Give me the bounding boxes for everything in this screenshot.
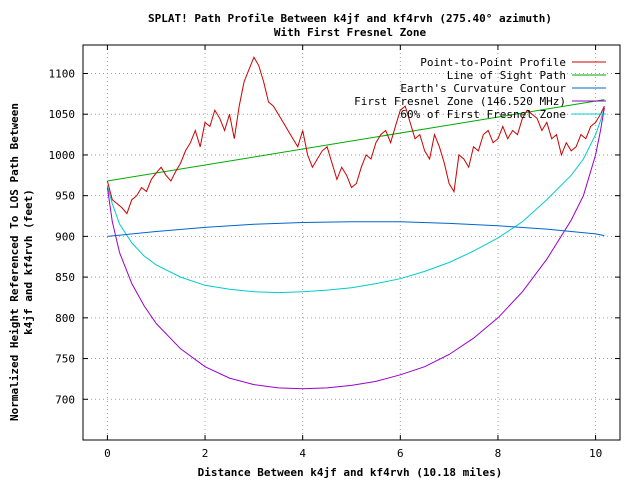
x-tick-label: 6 — [397, 447, 404, 460]
x-tick-label: 10 — [589, 447, 602, 460]
y-tick-label: 750 — [55, 353, 75, 366]
legend-label-3: First Fresnel Zone (146.520 MHz) — [354, 95, 566, 108]
y-tick-label: 950 — [55, 190, 75, 203]
x-tick-label: 4 — [299, 447, 306, 460]
series-line-3 — [106, 107, 605, 390]
grid — [83, 45, 620, 440]
plot-frame — [82, 44, 621, 441]
y-tick-label: 800 — [55, 312, 75, 325]
y-tick-label: 1050 — [49, 108, 76, 121]
series-line-2 — [107, 221, 605, 237]
chart-title: SPLAT! Path Profile Between k4jf and kf4… — [148, 12, 552, 25]
y-tick-label: 1000 — [49, 149, 76, 162]
x-tick-label: 0 — [104, 447, 111, 460]
y-axis-label-line2: k4jf and kf4rvh (feet) — [22, 189, 35, 335]
series-line-1 — [107, 99, 605, 182]
series-group — [106, 56, 605, 390]
series-line-4 — [106, 107, 605, 294]
y-tick-label: 900 — [55, 230, 75, 243]
legend-label-1: Line of Sight Path — [447, 69, 566, 82]
x-axis-label: Distance Between k4jf and kf4rvh (10.18 … — [198, 466, 503, 479]
legend-label-2: Earth's Curvature Contour — [400, 82, 566, 95]
y-tick-label: 850 — [55, 271, 75, 284]
axis-ticks: 0 2 4 6 8 10 700 750 800 850 900 950 1000 1050 1100 — [49, 45, 620, 460]
y-tick-label: 700 — [55, 393, 75, 406]
series-line-0 — [106, 56, 605, 215]
y-axis-label-line1: Normalized Height Referenced To LOS Path… — [8, 103, 21, 421]
x-tick-label: 8 — [495, 447, 502, 460]
legend-label-0: Point-to-Point Profile — [420, 56, 566, 69]
chart-subtitle: With First Fresnel Zone — [274, 26, 427, 39]
x-tick-label: 2 — [202, 447, 209, 460]
legend-label-4: 60% of First Fresnel Zone — [400, 108, 566, 121]
y-tick-label: 1100 — [49, 68, 76, 81]
